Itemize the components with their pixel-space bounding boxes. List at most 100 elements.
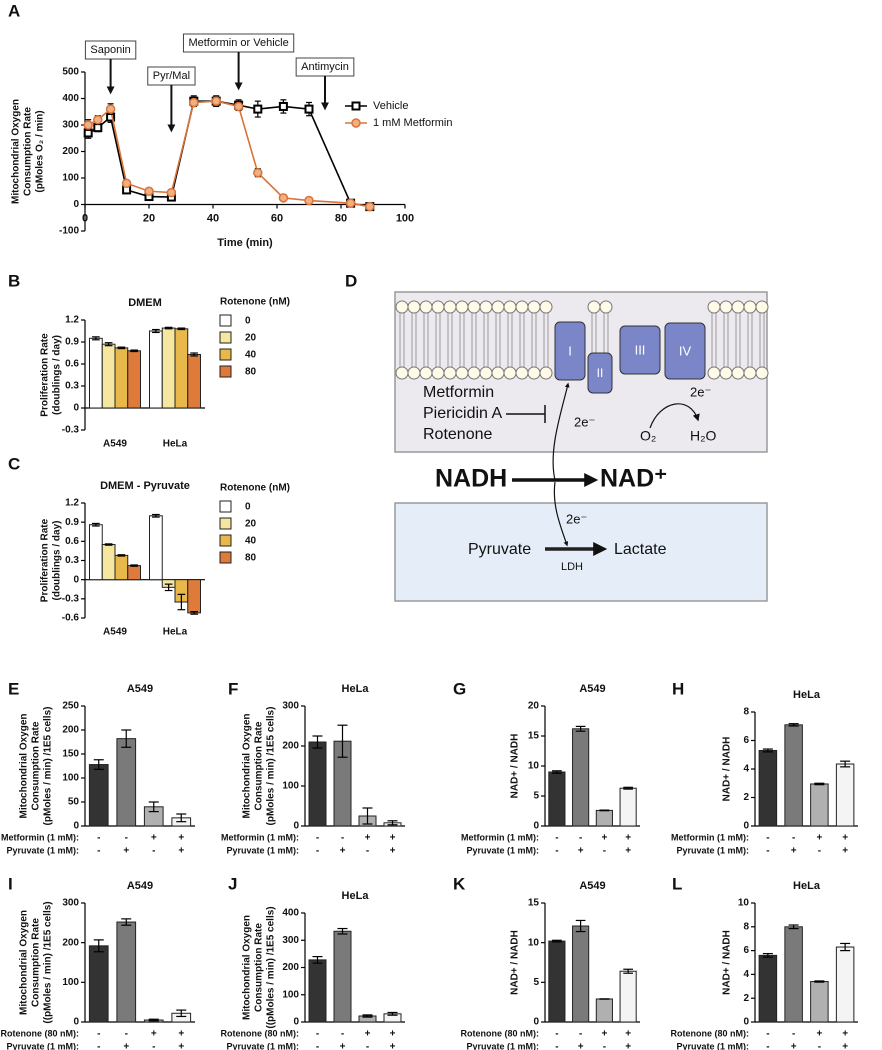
condition-sign: +: [151, 1029, 157, 1040]
bar: [149, 330, 163, 409]
electron-label: 2e⁻: [574, 414, 595, 429]
y-tick-label: 300: [62, 120, 79, 131]
complex-label: IV: [679, 343, 692, 358]
condition-sign: +: [842, 833, 848, 844]
y-tick-label: 0.3: [65, 381, 79, 392]
bar: [619, 787, 637, 827]
y-tick-label: 0.3: [65, 555, 79, 566]
chart: H HeLa NAD+ / NADH 0 2 4 6 8 - - - + + - + + Metformin (…: [671, 679, 858, 857]
lipid-head: [539, 366, 553, 380]
chart: G A549 NAD+ / NADH 0 5 10 15 20 - - - + + - + + Metformi…: [453, 679, 640, 857]
chart-title: A549: [127, 683, 153, 695]
y-tick-label: 200: [282, 741, 299, 752]
condition-sign: +: [842, 1042, 848, 1050]
x-tick-label: HeLa: [163, 627, 188, 638]
legend-swatch: [219, 517, 232, 530]
bar: [835, 763, 855, 827]
lipid-head: [743, 366, 757, 380]
lipid-head: [755, 366, 769, 380]
bar: [595, 809, 613, 827]
marker: [365, 201, 375, 212]
condition-sign: +: [816, 1029, 822, 1040]
chart: E A549 Mitochondrial Oxygen Consumption Rat…: [1, 679, 195, 857]
x-tick-label: 100: [396, 212, 414, 224]
bar: [548, 940, 566, 1023]
bar: [810, 981, 829, 1023]
y-tick-label: 200: [62, 725, 79, 736]
bar: [572, 728, 590, 827]
bar: [116, 921, 137, 1023]
lipid-head: [479, 300, 493, 314]
condition-sign: -: [603, 1042, 606, 1050]
cytosol-box: [394, 502, 768, 602]
condition-sign: -: [818, 846, 821, 857]
y-tick-label: 0.9: [65, 337, 79, 348]
condition-sign: +: [601, 1029, 607, 1040]
x-tick-label: 0: [82, 212, 88, 224]
y-tick-label: 2: [743, 993, 749, 1004]
bar: [187, 579, 201, 614]
panel-letter: D: [345, 271, 357, 290]
condition-label: Metformin (1 mM):: [671, 832, 749, 842]
annotation: Metformin or Vehicle: [188, 37, 288, 49]
lipid-head: [731, 300, 745, 314]
y-tick-label: 200: [62, 937, 79, 948]
condition-label: Pyruvate (1 mM):: [6, 845, 79, 855]
bar: [127, 350, 141, 409]
bar: [308, 959, 327, 1023]
condition-label: Metformin (1 mM):: [1, 832, 79, 842]
lipid-head: [467, 300, 481, 314]
marker: [83, 120, 93, 130]
chart-title: HeLa: [793, 689, 821, 701]
condition-sign: -: [152, 1042, 155, 1050]
y-tick-label: 4: [743, 969, 749, 980]
y-tick-label: 8: [743, 707, 749, 718]
y-tick-label: 0.6: [65, 536, 79, 547]
condition-sign: -: [792, 833, 795, 844]
condition-sign: -: [97, 1042, 100, 1050]
lipid-head: [719, 300, 733, 314]
y-tick-label: 250: [62, 701, 79, 712]
y-tick-label: 0: [533, 821, 539, 832]
condition-sign: -: [555, 846, 558, 857]
y-axis-label: Mitochondrial Oxygen: [242, 915, 253, 1020]
y-axis-label: Proliferation Rate: [40, 333, 51, 417]
y-tick-label: 300: [282, 701, 299, 712]
x-tick-label: 40: [207, 212, 219, 224]
marker: [253, 104, 263, 114]
legend-label: 0: [245, 502, 251, 513]
condition-sign: -: [97, 846, 100, 857]
panel-letter: G: [453, 679, 466, 698]
legend-label: 40: [245, 536, 257, 547]
y-tick-label: 50: [68, 797, 80, 808]
complex-label: II: [597, 366, 604, 380]
chart-title: A549: [127, 880, 153, 892]
panel-letter: C: [8, 454, 20, 473]
y-tick-label: 100: [62, 773, 79, 784]
bar: [333, 930, 352, 1023]
y-tick-label: 0: [73, 574, 79, 585]
condition-sign: +: [791, 1042, 797, 1050]
x-tick-label: A549: [103, 439, 127, 450]
bar: [88, 945, 109, 1023]
panel-letter: F: [228, 679, 238, 698]
condition-sign: +: [816, 833, 822, 844]
y-tick-label: 0: [73, 1017, 79, 1028]
chart: B DMEM Proliferation Rate (doublings / day)…: [8, 271, 290, 449]
bar: [89, 337, 103, 409]
chart-title: A549: [579, 683, 605, 695]
condition-sign: +: [151, 833, 157, 844]
condition-sign: +: [340, 1042, 346, 1050]
legend-title: Rotenone (nM): [220, 297, 290, 308]
lipid-head: [587, 300, 601, 314]
bar: [784, 724, 803, 827]
legend-label: 1 mM Metformin: [373, 117, 452, 129]
condition-sign: -: [766, 846, 769, 857]
y-axis-label: NAD+ / NADH: [722, 930, 733, 995]
lipid-head: [479, 366, 493, 380]
inhibitor: Piericidin A: [423, 405, 502, 422]
legend-label: 80: [245, 367, 257, 378]
condition-label: Pyruvate (1 mM):: [676, 845, 749, 855]
inhibitor: Rotenone: [423, 426, 492, 443]
marker: [166, 187, 177, 198]
